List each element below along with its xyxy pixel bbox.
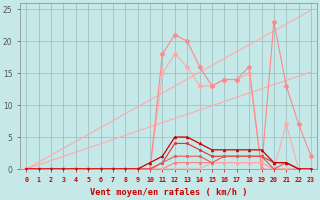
X-axis label: Vent moyen/en rafales ( km/h ): Vent moyen/en rafales ( km/h ) (90, 188, 247, 197)
